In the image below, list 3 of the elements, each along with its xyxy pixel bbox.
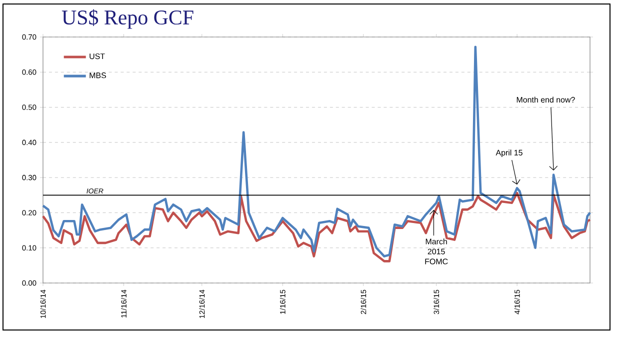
line-series — [42, 46, 592, 258]
line-series — [42, 192, 592, 262]
chart-title: US$ Repo GCF — [62, 9, 194, 29]
